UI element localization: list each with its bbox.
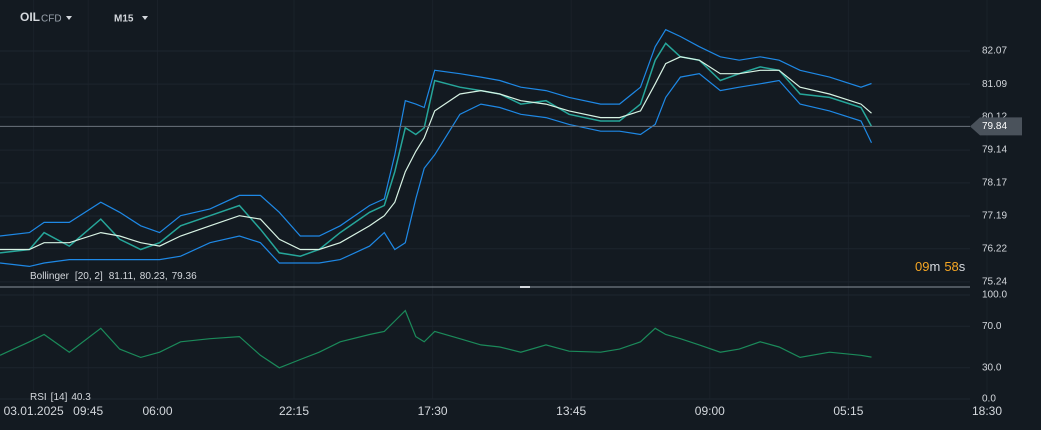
symbol[interactable]: OIL (20, 10, 40, 24)
x-tick-label: 22:15 (279, 404, 309, 418)
legend-text: RSI (30, 392, 47, 403)
rsi-line (0, 309, 872, 369)
pane-handle[interactable] (520, 286, 530, 288)
series-line (0, 56, 872, 251)
symbol-kind: CFD (41, 14, 62, 25)
series-line (0, 42, 873, 257)
rsi-legend: RSI [14] 40.3 (30, 392, 91, 403)
series-line (0, 28, 872, 237)
legend-text: Bollinger (30, 271, 70, 282)
x-tick-label: 17:30 (418, 404, 448, 418)
countdown-part: m (929, 259, 940, 274)
y-tick-label: 82.07 (982, 46, 1007, 57)
y-tick-label: 81.09 (982, 79, 1007, 90)
x-tick-label: 09:45 (73, 404, 103, 418)
series-line (0, 73, 873, 268)
legend-text: 40.3 (71, 392, 91, 403)
y-tick-label: 30.0 (982, 362, 1002, 373)
bollinger-legend: Bollinger [20, 2] 81.11, 80.23, 79.36 (30, 271, 197, 282)
x-tick-label: 05:15 (833, 404, 863, 418)
last-price-label: 79.84 (982, 121, 1007, 132)
x-tick-label: 18:30 (972, 404, 1002, 418)
dropdown-icon[interactable] (66, 16, 72, 20)
last-price-tag (970, 117, 1022, 136)
y-tick-label: 75.24 (982, 277, 1007, 288)
y-tick-label: 77.19 (982, 211, 1007, 222)
y-tick-label: 76.22 (982, 243, 1007, 254)
y-tick-label: 80.12 (982, 112, 1007, 123)
y-tick-label: 100.0 (982, 290, 1007, 301)
countdown-part: s (959, 259, 966, 274)
x-tick-label: 09:00 (695, 404, 725, 418)
countdown: 09m 58s (915, 259, 966, 274)
legend-text: 80.23, (140, 271, 168, 282)
y-tick-label: 79.14 (982, 145, 1007, 156)
y-tick-label: 70.0 (982, 321, 1002, 332)
countdown-part: 09 (915, 259, 929, 274)
x-tick-label: 06:00 (142, 404, 172, 418)
y-tick-label: 78.17 (982, 178, 1007, 189)
x-tick-label: 13:45 (556, 404, 586, 418)
x-tick-label: 03.01.2025 (4, 404, 64, 418)
y-tick-label: 0.0 (982, 394, 996, 405)
timeframe[interactable]: M15 (114, 14, 134, 25)
legend-text: 79.36 (172, 271, 197, 282)
legend-text: [14] (51, 392, 68, 403)
countdown-part: 58 (944, 259, 958, 274)
legend-text: [20, 2] (75, 271, 103, 282)
dropdown-icon[interactable] (142, 16, 148, 20)
legend-text: 81.11, (109, 271, 136, 282)
